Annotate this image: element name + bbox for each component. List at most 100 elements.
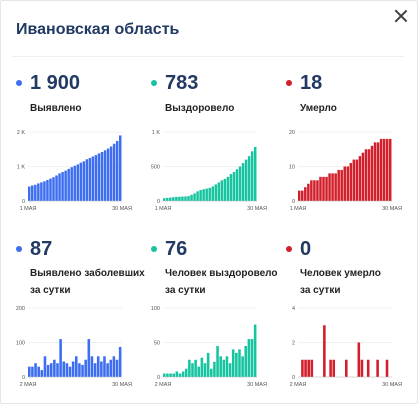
y-tick-label: 0	[292, 375, 295, 381]
bar	[100, 152, 104, 201]
bar	[203, 363, 207, 377]
bar	[213, 361, 216, 377]
red-dot-icon	[286, 80, 292, 86]
y-tick-label: 1 K	[17, 165, 26, 171]
bar	[118, 135, 122, 201]
x-end-label: 30 МАЯ	[382, 382, 402, 388]
bar	[301, 359, 304, 377]
stat-label: Выявлено	[30, 103, 82, 114]
stat-card-detected: 1 900 Выявлено 0 1 K 2 K 1 МАЯ 30 МАЯ	[16, 72, 141, 217]
stat-value: 783	[165, 72, 199, 94]
bar	[385, 359, 389, 377]
bar	[202, 189, 205, 201]
bar	[241, 356, 244, 377]
bar	[178, 196, 181, 201]
y-tick-label: 500	[151, 165, 160, 171]
x-start-label: 1 МАЯ	[290, 206, 307, 212]
stat-value: 0	[300, 238, 312, 260]
bar	[78, 363, 81, 377]
bar	[307, 359, 310, 377]
bar	[90, 356, 94, 377]
bar	[235, 352, 238, 377]
bar	[112, 143, 116, 201]
bar	[82, 161, 86, 201]
y-tick-label: 1 K	[152, 130, 161, 136]
bar	[106, 148, 110, 201]
bar	[229, 174, 233, 201]
bar	[70, 167, 73, 201]
x-start-label: 2 МАЯ	[155, 382, 172, 388]
bar	[304, 359, 307, 377]
bar	[34, 363, 37, 377]
bar	[97, 153, 101, 201]
bar	[361, 152, 365, 201]
x-start-label: 2 МАЯ	[20, 382, 37, 388]
bar	[163, 373, 166, 377]
bar	[200, 357, 204, 377]
bar	[357, 342, 361, 377]
bar-chart-daily-deaths: 0 2 4 2 МАЯ 30 МАЯ	[290, 306, 402, 388]
y-tick-label: 100	[151, 306, 160, 312]
bar	[61, 172, 64, 201]
bar	[85, 159, 89, 201]
bar	[214, 184, 218, 201]
y-tick-label: 10	[289, 165, 295, 171]
bar	[31, 366, 34, 377]
y-tick-label: 2	[292, 341, 295, 347]
bar	[205, 188, 208, 201]
bar	[81, 364, 84, 377]
bar	[222, 359, 226, 377]
bar	[346, 166, 350, 201]
bar	[322, 176, 325, 201]
bar-chart-recovered: 0 500 1 K 1 МАЯ 30 МАЯ	[151, 130, 267, 212]
y-tick-label: 20	[289, 130, 295, 136]
bar	[235, 169, 239, 201]
bar	[187, 196, 190, 201]
bar	[166, 197, 169, 201]
x-end-label: 30 МАЯ	[112, 206, 132, 212]
x-end-label: 30 МАЯ	[247, 382, 267, 388]
blue-dot-icon	[16, 246, 22, 252]
y-tick-label: 100	[16, 341, 25, 347]
bar	[58, 173, 61, 201]
bar	[328, 173, 331, 201]
bar	[79, 162, 83, 201]
bar-chart-detected: 0 1 K 2 K 1 МАЯ 30 МАЯ	[17, 130, 132, 212]
stat-label-line1: Человек выздоровело	[165, 268, 278, 279]
bar	[220, 180, 224, 201]
stat-card-recovered: 783 Выздоровело 0 500 1 K 1 МАЯ 30 МАЯ	[151, 72, 276, 217]
bar	[40, 370, 44, 377]
bar	[193, 193, 196, 201]
bar	[88, 157, 92, 202]
bar	[43, 356, 47, 377]
bar	[43, 181, 46, 201]
bar	[250, 339, 254, 377]
bar	[91, 156, 95, 201]
bar	[301, 190, 304, 201]
teal-dot-icon	[151, 80, 157, 86]
bar	[163, 198, 166, 201]
bar	[181, 196, 184, 201]
bar	[244, 159, 248, 201]
bar	[191, 363, 194, 377]
bar	[340, 169, 343, 201]
bar	[184, 196, 187, 201]
close-icon[interactable]	[393, 8, 409, 24]
bar	[46, 364, 50, 377]
bar-chart-daily-detected: 0 100 200 2 МАЯ 30 МАЯ	[16, 306, 132, 388]
bar	[349, 163, 353, 201]
bar	[56, 363, 59, 377]
bar	[103, 150, 107, 201]
bar	[194, 359, 197, 377]
y-tick-label: 0	[157, 199, 160, 205]
bar	[332, 359, 336, 377]
x-start-label: 2 МАЯ	[290, 382, 307, 388]
bar	[366, 359, 370, 377]
title-divider	[12, 56, 404, 57]
bar	[94, 155, 98, 201]
bar	[67, 168, 70, 201]
bar	[59, 339, 62, 377]
stat-value: 18	[300, 72, 323, 94]
x-start-label: 1 МАЯ	[155, 206, 172, 212]
bar	[73, 165, 76, 201]
